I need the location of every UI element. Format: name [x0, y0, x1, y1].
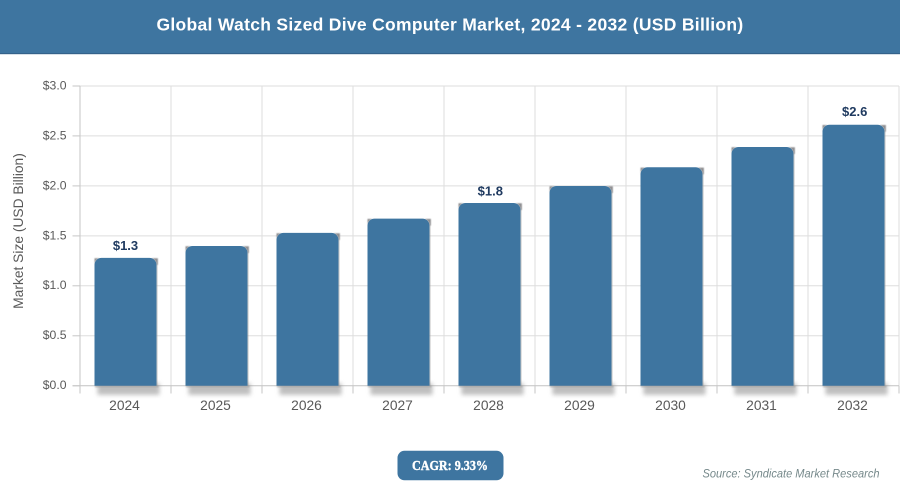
svg-text:$0.0: $0.0: [43, 378, 67, 392]
svg-text:$3.0: $3.0: [43, 78, 67, 92]
svg-text:CAGR: 9.33%: CAGR: 9.33%: [412, 459, 488, 474]
svg-text:2026: 2026: [291, 398, 322, 413]
svg-text:2030: 2030: [655, 398, 686, 413]
svg-text:2025: 2025: [200, 398, 231, 413]
svg-text:Market Size (USD Billion): Market Size (USD Billion): [11, 153, 26, 309]
svg-text:$1.0: $1.0: [43, 278, 67, 292]
svg-text:2028: 2028: [473, 398, 504, 413]
svg-text:$2.6: $2.6: [842, 104, 867, 119]
svg-text:2027: 2027: [382, 398, 413, 413]
svg-text:Global Watch Sized Dive Comput: Global Watch Sized Dive Computer Market,…: [156, 15, 743, 35]
svg-text:2029: 2029: [564, 398, 595, 413]
svg-text:$1.3: $1.3: [113, 238, 138, 253]
svg-text:$2.0: $2.0: [43, 178, 67, 192]
svg-text:2024: 2024: [109, 398, 140, 413]
svg-text:2031: 2031: [746, 398, 777, 413]
svg-text:2032: 2032: [837, 398, 868, 413]
svg-text:$2.5: $2.5: [43, 128, 67, 142]
svg-text:$0.5: $0.5: [43, 328, 67, 342]
svg-text:Source: Syndicate Market Resea: Source: Syndicate Market Research: [703, 467, 880, 481]
svg-text:$1.5: $1.5: [43, 228, 67, 242]
svg-text:$1.8: $1.8: [478, 183, 503, 198]
